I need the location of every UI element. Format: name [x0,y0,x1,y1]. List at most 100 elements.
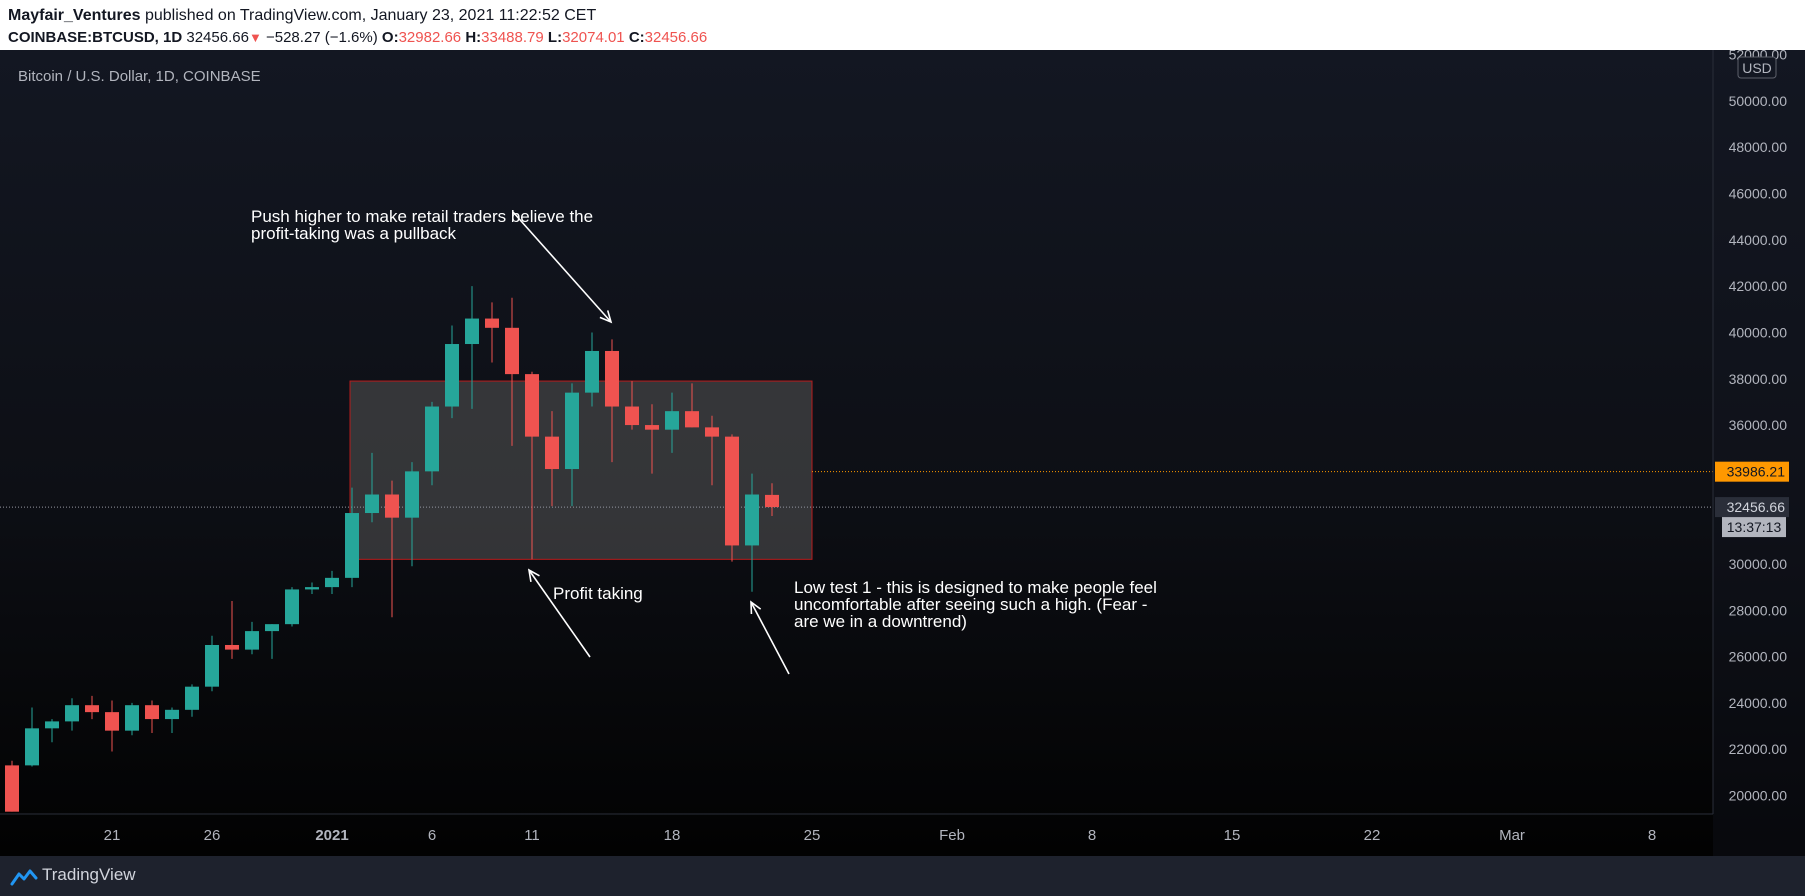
low-value: 32074.01 [562,29,625,46]
tradingview-logo-icon [10,869,38,886]
x-tick-label: 15 [1224,827,1241,844]
last-price-label-bg [1715,497,1789,518]
candle-body [485,318,499,328]
candle-body [325,577,339,588]
candle-body [365,494,379,514]
candle-body [205,644,219,687]
open-value: 32982.66 [398,29,462,46]
x-tick-label: 22 [1364,827,1381,844]
candle-body [25,728,39,766]
candle-body [125,705,139,731]
y-tick-label: 42000.00 [1729,278,1788,294]
y-tick-label: 38000.00 [1729,371,1788,387]
price-axis-panel [1713,50,1805,856]
candle-body [145,705,159,720]
footer-bar: TradingView [0,856,1805,896]
x-tick-label: 26 [204,827,221,844]
candle-body [45,721,59,729]
orange-price-label: 33986.21 [1727,464,1786,480]
candle-body [705,427,719,437]
currency-badge-label: USD [1742,60,1772,76]
candle-body [305,587,319,590]
x-tick-label: Mar [1499,827,1525,844]
candle-body [385,494,399,518]
candle-body [265,624,279,632]
publish-header: Mayfair_Ventures published on TradingVie… [0,0,1805,50]
y-tick-label: 20000.00 [1729,787,1788,803]
y-tick-label: 28000.00 [1729,602,1788,618]
x-tick-label: 18 [664,827,681,844]
candle-body [685,411,699,428]
y-tick-label: 46000.00 [1729,186,1788,202]
annotation-pullback: Push higher to make retail traders belie… [251,207,593,226]
candle-body [745,494,759,546]
y-tick-label: 30000.00 [1729,556,1788,572]
candle-body [465,318,479,345]
candle-body [185,686,199,710]
symbol-label: COINBASE:BTCUSD, 1D [8,29,183,46]
publish-line: Mayfair_Ventures published on TradingVie… [8,7,596,25]
candle-body [565,392,579,470]
arrow-profit-taking-head [527,568,540,582]
candle-body [625,406,639,426]
last-price: 32456.66 [186,29,249,46]
countdown-label: 13:37:13 [1727,519,1782,535]
candle-body [505,327,519,375]
consolidation-box [349,380,813,560]
arrow-profit-taking [528,569,591,658]
y-tick-label: 22000.00 [1729,741,1788,757]
ohlc-line: COINBASE:BTCUSD, 1D 32456.66▼ −528.27 (−… [8,29,707,46]
candle-body [585,350,599,393]
x-tick-label: 2021 [315,827,348,844]
candle-body [765,494,779,508]
y-tick-label: 26000.00 [1729,649,1788,665]
candle-body [445,344,459,407]
annotation-low-test: uncomfortable after seeing such a high. … [794,595,1147,614]
candle-body [645,425,659,430]
arrow-pullback-head [599,310,613,324]
y-tick-label: 40000.00 [1729,324,1788,340]
low-label: L: [547,29,563,46]
orange-price-label-bg [1715,461,1789,482]
y-tick-label: 36000.00 [1729,417,1788,433]
candle-body [405,471,419,518]
candle-body [605,350,619,407]
candle-body [665,411,679,430]
x-tick-label: 25 [804,827,821,844]
annotation-low-test: Low test 1 - this is designed to make pe… [794,578,1157,597]
arrow-low-test [750,601,790,675]
candle-body [525,374,539,437]
chart-area[interactable]: Bitcoin / U.S. Dollar, 1D, COINBASE 5200… [0,47,1805,856]
arrow-pullback [512,211,612,323]
price-change: −528.27 (−1.6%) [265,29,378,46]
countdown-label-bg [1722,517,1786,538]
candle-body [345,513,359,578]
annotation-pullback: profit-taking was a pullback [251,224,457,243]
candle-body [425,406,439,472]
candle-body [85,705,99,713]
publisher-name[interactable]: Mayfair_Ventures [8,7,141,24]
open-label: O: [381,29,399,46]
candle-body [545,436,559,470]
currency-badge [1737,56,1777,79]
candle-body [5,765,19,812]
down-arrow-icon: ▼ [248,30,262,45]
close-value: 32456.66 [644,29,708,46]
y-tick-label: 50000.00 [1729,93,1788,109]
candle-body [65,705,79,722]
candle-body [725,436,739,546]
candle-body [165,709,179,720]
arrow-low-test-head [750,600,762,615]
candle-body [225,644,239,650]
annotation-low-test: are we in a downtrend) [794,612,967,631]
x-tick-label: 8 [1088,827,1096,844]
chart-title: Bitcoin / U.S. Dollar, 1D, COINBASE [18,68,261,85]
x-tick-label: 21 [104,827,121,844]
candle-body [285,589,299,625]
tradingview-brand[interactable]: TradingView [42,865,136,884]
y-tick-label: 48000.00 [1729,139,1788,155]
y-tick-label: 44000.00 [1729,232,1788,248]
annotation-profit-taking: Profit taking [553,584,643,603]
candlestick-chart[interactable]: Bitcoin / U.S. Dollar, 1D, COINBASE 5200… [0,47,1805,856]
last-price-label: 32456.66 [1727,499,1786,515]
